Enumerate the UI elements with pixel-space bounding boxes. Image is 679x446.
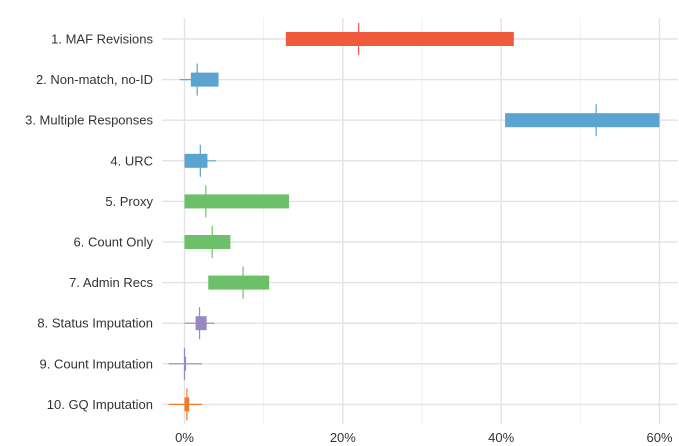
category-labels: 1. MAF Revisions 2. Non-match, no-ID 3. Mu… xyxy=(25,32,153,412)
category-label: 10. GQ Imputation xyxy=(47,397,153,412)
category-label: 2. Non-match, no-ID xyxy=(36,72,153,87)
category-label: 1. MAF Revisions xyxy=(51,32,153,47)
minor-gridlines xyxy=(263,18,581,424)
range-bar xyxy=(285,32,514,46)
x-tick-label: 0% xyxy=(175,430,194,445)
category-label: 6. Count Only xyxy=(74,235,154,250)
range-bar xyxy=(505,113,660,128)
x-tick-label: 60% xyxy=(646,430,672,445)
x-axis-tick-labels: 0% 20% 40% 60% xyxy=(175,430,673,445)
category-label: 9. Count Imputation xyxy=(40,356,153,371)
range-bar xyxy=(184,235,231,249)
category-label: 5. Proxy xyxy=(105,194,153,209)
range-bar xyxy=(184,194,289,209)
range-bar xyxy=(208,275,270,290)
category-label: 8. Status Imputation xyxy=(37,316,153,331)
plot-panel xyxy=(162,18,678,424)
x-tick-label: 20% xyxy=(330,430,356,445)
x-tick-label: 40% xyxy=(488,430,514,445)
crosshair-marks xyxy=(168,23,597,421)
category-label: 7. Admin Recs xyxy=(69,275,153,290)
category-label: 4. URC xyxy=(110,153,153,168)
category-label: 3. Multiple Responses xyxy=(25,113,153,128)
